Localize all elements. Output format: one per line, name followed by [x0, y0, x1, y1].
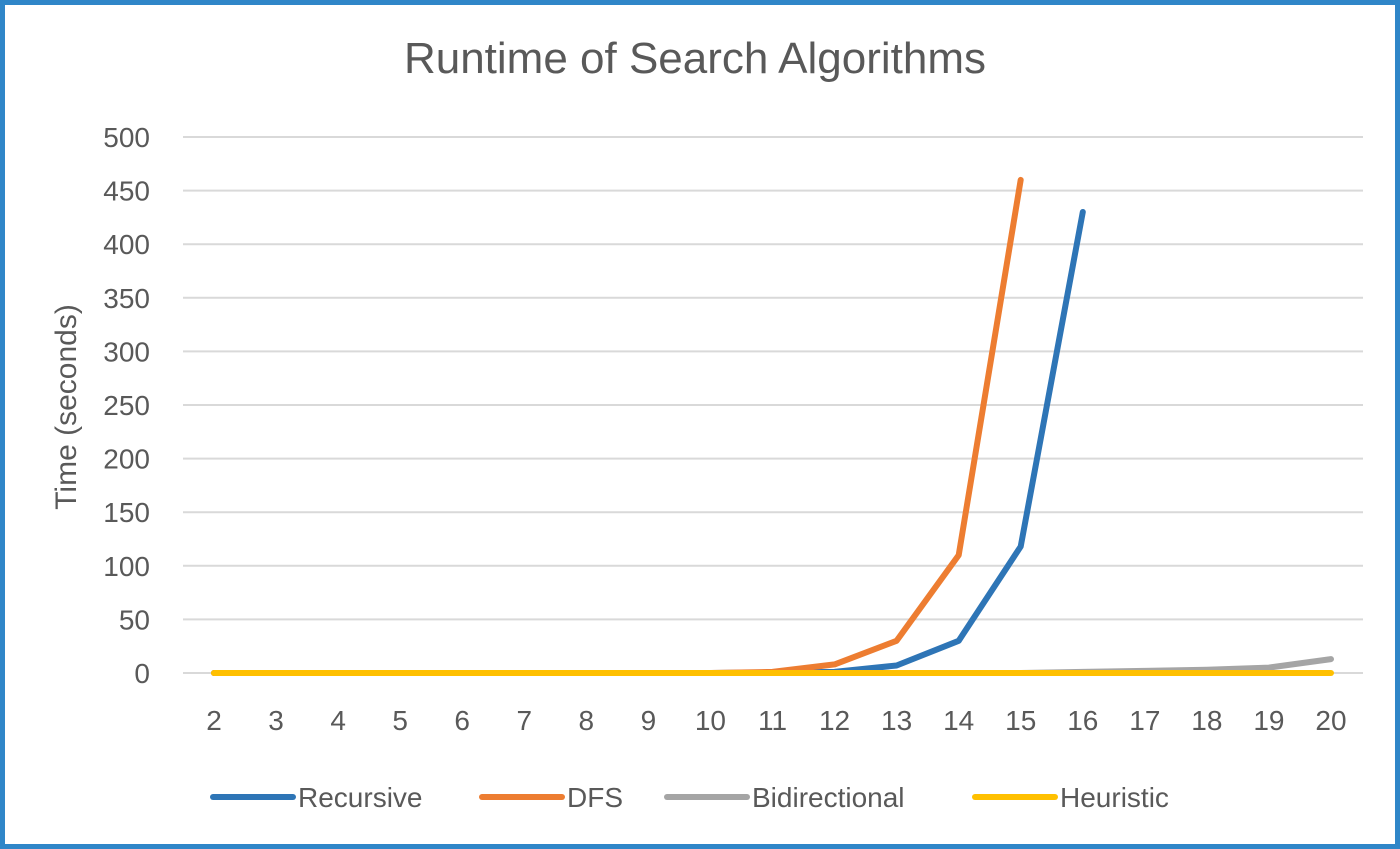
x-tick-label: 10 [695, 705, 726, 736]
y-axis-label: Time (seconds) [50, 304, 83, 510]
legend: Recursive DFS Bidirectional Heuristic [210, 782, 1169, 813]
series-line-recursive [211, 209, 1086, 676]
x-tick-label: 8 [579, 705, 595, 736]
y-tick-label: 300 [103, 336, 150, 367]
y-tick-label: 250 [103, 390, 150, 421]
y-tick-label: 400 [103, 229, 150, 260]
x-tick-label: 12 [819, 705, 850, 736]
legend-label-recursive: Recursive [298, 782, 422, 813]
y-tick-label: 350 [103, 283, 150, 314]
x-tick-label: 20 [1315, 705, 1346, 736]
y-tick-label: 450 [103, 176, 150, 207]
x-tick-label: 4 [330, 705, 346, 736]
y-tick-label: 200 [103, 444, 150, 475]
legend-label-heuristic: Heuristic [1060, 782, 1169, 813]
y-tick-label: 500 [103, 122, 150, 153]
x-tick-label: 6 [454, 705, 470, 736]
x-tick-label: 18 [1191, 705, 1222, 736]
x-tick-label: 15 [1005, 705, 1036, 736]
series-layer [211, 176, 1334, 676]
series-line-dfs [211, 176, 1024, 676]
x-tick-label: 16 [1067, 705, 1098, 736]
chart-title: Runtime of Search Algorithms [404, 34, 986, 83]
gridlines [183, 136, 1363, 674]
y-tick-label: 0 [134, 658, 150, 689]
x-tick-label: 7 [516, 705, 532, 736]
y-tick-label: 150 [103, 497, 150, 528]
x-tick-label: 2 [206, 705, 222, 736]
legend-label-bidirectional: Bidirectional [752, 782, 905, 813]
legend-label-dfs: DFS [567, 782, 623, 813]
x-tick-label: 9 [641, 705, 657, 736]
y-tick-label: 100 [103, 551, 150, 582]
x-tick-label: 3 [268, 705, 284, 736]
x-axis-ticks: 2 3 4 5 6 7 8 9 10 11 12 13 14 15 16 17 18 19 20 [206, 705, 1346, 736]
x-tick-label: 19 [1253, 705, 1284, 736]
x-tick-label: 17 [1129, 705, 1160, 736]
x-tick-label: 13 [881, 705, 912, 736]
y-tick-label: 50 [119, 604, 150, 635]
x-tick-label: 5 [392, 705, 408, 736]
x-tick-label: 14 [943, 705, 974, 736]
x-tick-label: 11 [758, 705, 787, 736]
y-axis-ticks: 0 50 100 150 200 250 300 350 400 450 500 [103, 122, 150, 689]
